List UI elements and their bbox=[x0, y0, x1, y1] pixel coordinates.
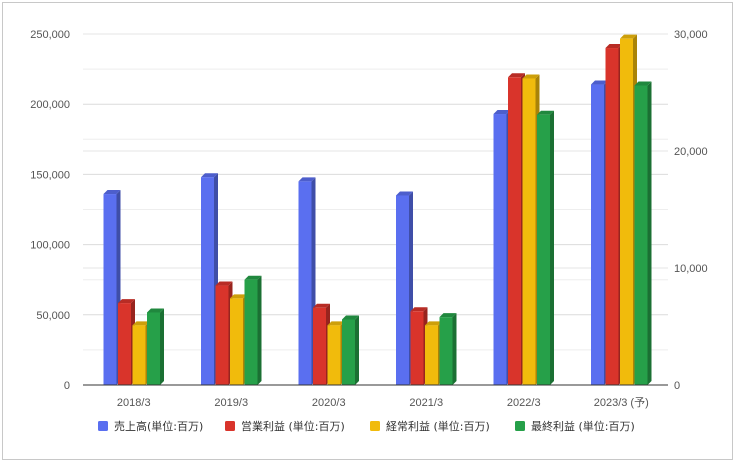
x-tick-label: 2018/3 bbox=[117, 397, 151, 409]
bar bbox=[425, 325, 438, 385]
y-right-tick-label: 10,000 bbox=[674, 263, 708, 275]
bar-top bbox=[342, 315, 359, 320]
bar-top bbox=[620, 34, 637, 39]
y-left-tick-label: 150,000 bbox=[30, 169, 70, 181]
bar-side bbox=[550, 110, 554, 385]
x-tick-label: 2019/3 bbox=[214, 397, 248, 409]
bar-top bbox=[103, 190, 121, 195]
bar bbox=[298, 181, 312, 385]
legend-label: 経常利益 (単位:百万) bbox=[386, 419, 490, 433]
bar bbox=[410, 311, 424, 385]
bar-top bbox=[201, 173, 218, 178]
bar-top bbox=[522, 74, 540, 79]
bar-top bbox=[493, 110, 511, 115]
bar bbox=[591, 84, 604, 385]
bar-side bbox=[452, 313, 457, 385]
bar bbox=[620, 38, 633, 386]
y-left-tick-label: 0 bbox=[64, 380, 70, 392]
bar-top bbox=[508, 73, 525, 78]
y-left-tick-label: 200,000 bbox=[30, 99, 70, 111]
bar-top bbox=[396, 191, 413, 196]
bar bbox=[103, 194, 117, 385]
y-right-tick-label: 30,000 bbox=[674, 29, 708, 41]
bar-top bbox=[244, 275, 262, 280]
bar-top bbox=[425, 321, 442, 326]
bar-top bbox=[327, 321, 345, 326]
bar bbox=[493, 114, 507, 385]
bar-top bbox=[147, 308, 164, 313]
bar-side bbox=[160, 308, 164, 385]
bar bbox=[508, 77, 521, 385]
bar-top bbox=[132, 321, 150, 326]
legend-swatch bbox=[370, 421, 380, 431]
y-right-tick-label: 20,000 bbox=[674, 146, 708, 158]
bar-top bbox=[230, 294, 247, 299]
bar-top bbox=[118, 299, 135, 304]
legend-swatch bbox=[225, 421, 235, 431]
bar-side bbox=[647, 81, 652, 385]
bar bbox=[327, 325, 341, 385]
bar bbox=[439, 317, 453, 385]
legend-swatch bbox=[98, 421, 108, 431]
legend-label: 最終利益 (単位:百万) bbox=[531, 419, 635, 433]
bar-side bbox=[257, 275, 262, 385]
y-left-tick-label: 100,000 bbox=[30, 240, 70, 252]
bar bbox=[605, 48, 619, 385]
bar-top bbox=[537, 110, 554, 115]
bar bbox=[215, 285, 229, 385]
bar bbox=[118, 303, 131, 385]
bar bbox=[132, 325, 146, 385]
bar bbox=[537, 114, 550, 385]
y-left-tick-label: 50,000 bbox=[36, 310, 70, 322]
bar bbox=[244, 279, 258, 385]
bar bbox=[396, 195, 409, 385]
bar bbox=[522, 78, 536, 386]
bar bbox=[147, 312, 160, 385]
bar-top bbox=[591, 80, 608, 85]
bar-top bbox=[298, 177, 316, 182]
bar bbox=[230, 298, 243, 385]
legend-swatch bbox=[515, 421, 525, 431]
bar-top bbox=[215, 281, 233, 286]
bar-top bbox=[634, 81, 652, 86]
bar bbox=[201, 177, 214, 385]
bar bbox=[313, 307, 326, 385]
legend-label: 営業利益 (単位:百万) bbox=[241, 419, 345, 433]
bar-top bbox=[410, 307, 428, 312]
x-tick-label: 2020/3 bbox=[312, 397, 346, 409]
x-tick-label: 2021/3 bbox=[409, 397, 443, 409]
y-left-tick-label: 250,000 bbox=[30, 29, 70, 41]
bar bbox=[342, 319, 355, 385]
bar-top bbox=[313, 303, 330, 308]
bar-side bbox=[355, 315, 359, 385]
x-tick-label: 2022/3 bbox=[507, 397, 541, 409]
bar bbox=[634, 85, 648, 385]
bar-top bbox=[439, 313, 457, 318]
y-right-tick-label: 0 bbox=[674, 380, 680, 392]
bar-top bbox=[605, 44, 623, 49]
x-tick-label: 2023/3 (予) bbox=[594, 396, 649, 409]
legend-label: 売上高(単位:百万) bbox=[114, 419, 203, 433]
